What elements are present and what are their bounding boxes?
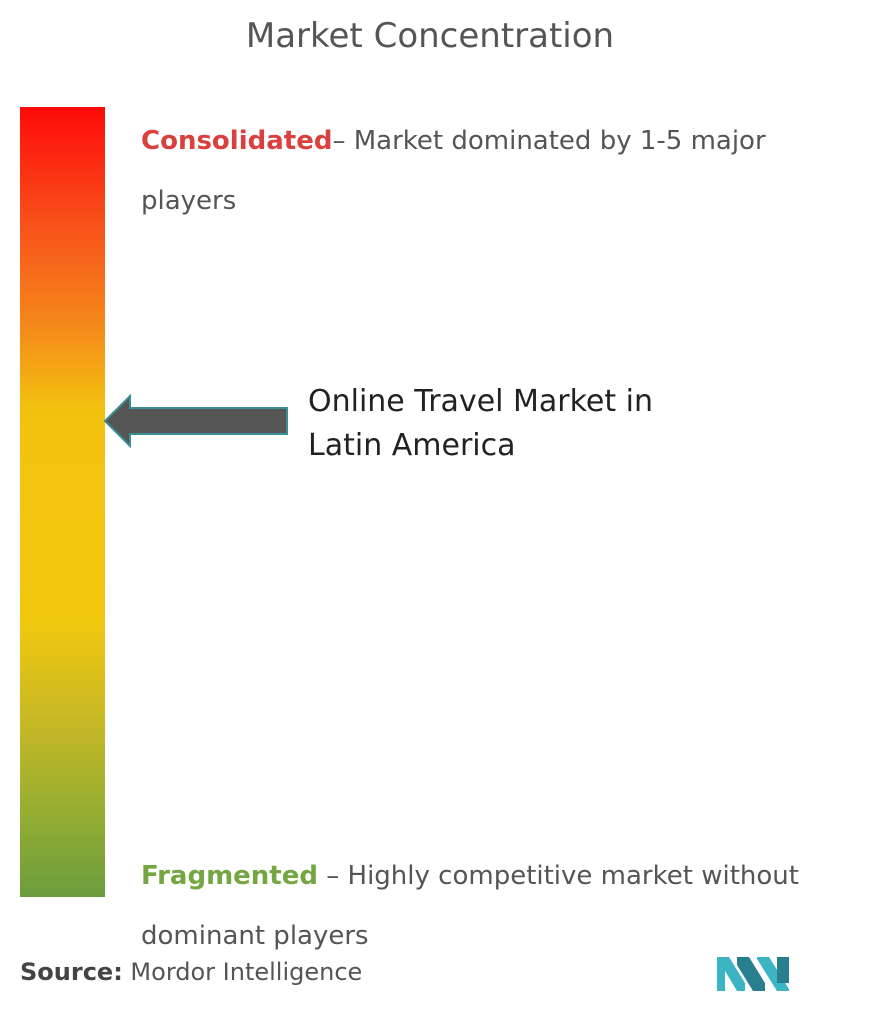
fragmented-text: Fragmented – Highly competitive market w… (141, 846, 841, 966)
source: Source: Mordor Intelligence (20, 958, 362, 986)
logo-part (737, 957, 765, 991)
source-label: Source: (20, 958, 123, 986)
logo-part (717, 957, 745, 991)
title: Market Concentration (245, 16, 615, 56)
gradient-scale (20, 107, 105, 897)
consolidated-text: Consolidated– Market dominated by 1-5 ma… (141, 111, 821, 231)
fragmented-label: Fragmented (141, 861, 318, 891)
arrow (103, 393, 288, 449)
consolidated-label: Consolidated (141, 126, 333, 156)
logo-part (777, 957, 789, 983)
consolidated-description: – Market dominated by 1-5 major players (141, 126, 766, 216)
source-text: Mordor Intelligence (122, 958, 363, 986)
logo (717, 957, 789, 991)
fragmented-description: – Highly competitive market without domi… (141, 861, 799, 951)
marker-label: Online Travel Market in Latin America (308, 384, 654, 463)
arrow-shape (103, 393, 288, 449)
